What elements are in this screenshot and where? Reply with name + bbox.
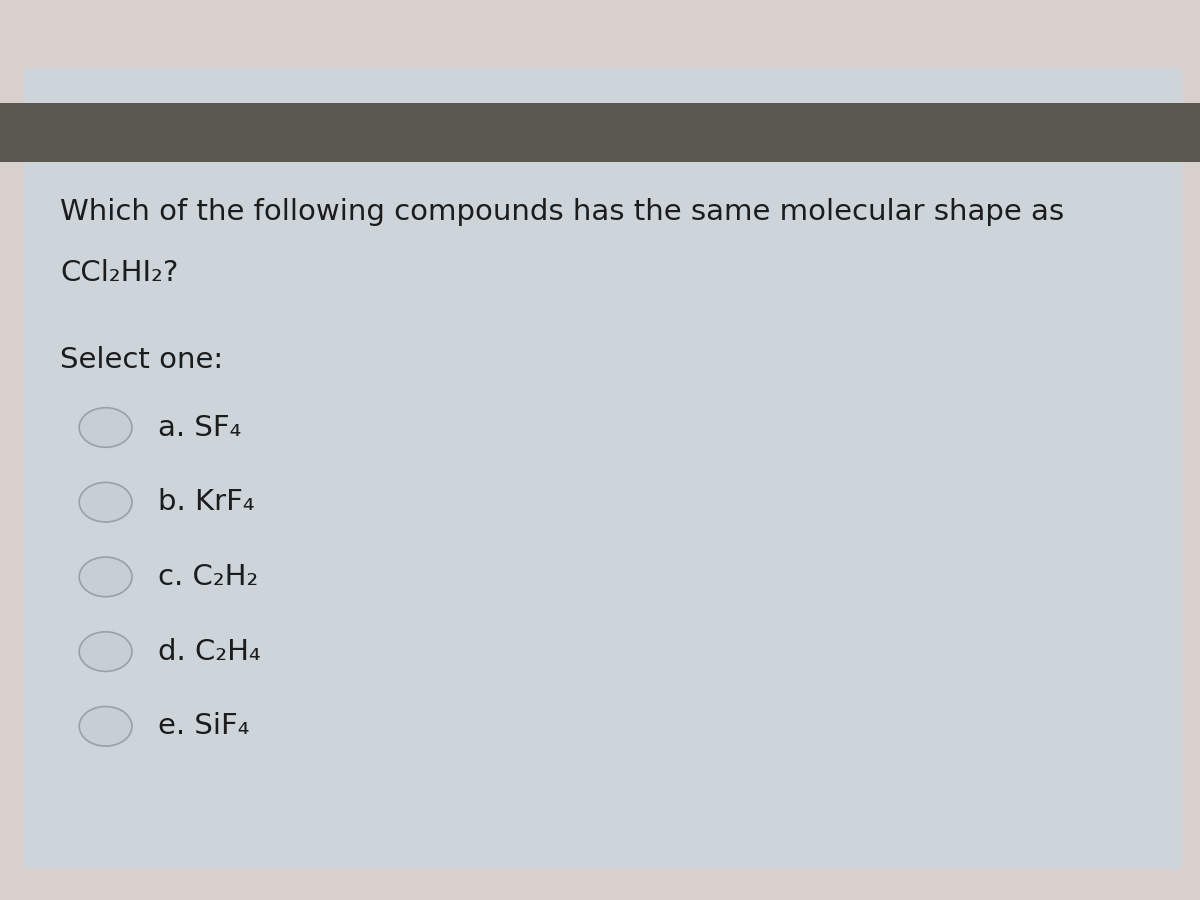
Circle shape (79, 408, 132, 447)
Text: d. C₂H₄: d. C₂H₄ (158, 637, 262, 666)
Circle shape (79, 706, 132, 746)
Text: Select one:: Select one: (60, 346, 223, 374)
Circle shape (79, 557, 132, 597)
Text: CCl₂HI₂?: CCl₂HI₂? (60, 259, 179, 287)
Text: a. SF₄: a. SF₄ (158, 413, 241, 442)
Text: b. KrF₄: b. KrF₄ (158, 488, 254, 517)
Circle shape (79, 632, 132, 671)
Bar (0, 104, 1200, 162)
Text: Which of the following compounds has the same molecular shape as: Which of the following compounds has the… (60, 198, 1064, 226)
Circle shape (79, 482, 132, 522)
Text: c. C₂H₂: c. C₂H₂ (158, 562, 259, 591)
FancyBboxPatch shape (24, 68, 1182, 868)
Text: e. SiF₄: e. SiF₄ (158, 712, 250, 741)
